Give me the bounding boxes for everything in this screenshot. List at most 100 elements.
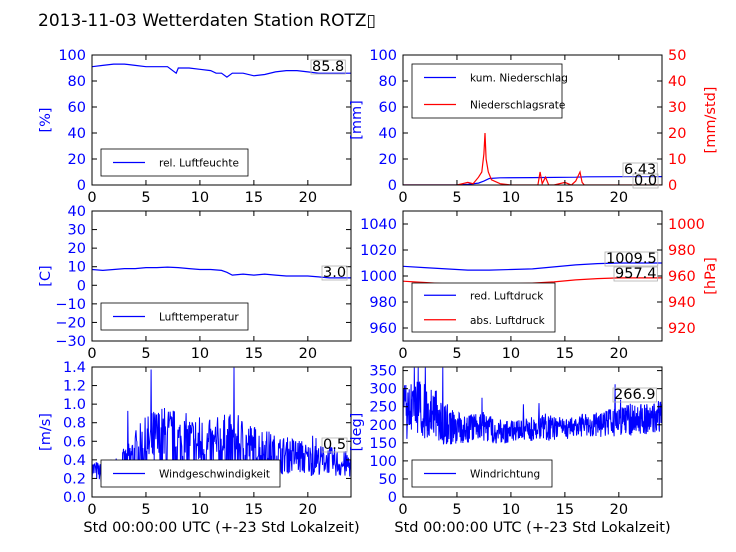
precipitation-legend: kum. Niederschlag Niederschlagsrate xyxy=(411,63,568,119)
precipitation-xtick-label: 15 xyxy=(556,190,574,206)
windspeed-value-annotation: 0.5 xyxy=(323,437,346,453)
temperature-ytick-label: −10 xyxy=(55,297,86,313)
temperature-axes-frame xyxy=(91,210,352,342)
temperature-xtick-label: 20 xyxy=(299,346,317,362)
pressure-ytick-label: 980 xyxy=(369,295,397,311)
winddir-ytick-label: 150 xyxy=(369,436,397,452)
pressure-legend: red. Luftdruck abs. Luftdruck xyxy=(411,282,556,333)
humidity-ytick-label: 0 xyxy=(77,178,86,194)
precipitation-ytick-label: 0 xyxy=(388,178,397,194)
precipitation-ytick-right-label: 30 xyxy=(668,100,686,116)
humidity-ytick-label: 60 xyxy=(68,100,86,116)
humidity-ytick-label: 100 xyxy=(58,48,86,64)
windspeed-plot-area xyxy=(92,367,351,482)
windspeed-axes-frame xyxy=(91,366,352,498)
precipitation-plot-area xyxy=(403,132,662,185)
precipitation-series-1 xyxy=(403,132,662,185)
precipitation-ytick-right-label: 10 xyxy=(668,152,686,168)
temperature-ytick-label: 30 xyxy=(68,223,86,239)
windspeed-ytick-label: 0.8 xyxy=(63,416,86,432)
temperature-ytick-label: 40 xyxy=(68,204,86,220)
winddir-ytick-label: 100 xyxy=(369,454,397,470)
temperature-value-annotation: 3.0 xyxy=(323,265,346,281)
precipitation-xtick-label: 20 xyxy=(610,190,628,206)
precipitation-ytick-label: 60 xyxy=(379,100,397,116)
humidity-ytick-label: 40 xyxy=(68,126,86,142)
pressure-ytick-label: 1000 xyxy=(360,269,397,285)
pressure-ytick-right-label: 920 xyxy=(668,321,696,337)
panel-humidity: 0 5 10 15 20 0 20 40 60 80 100 [%] rel. Luftfeuchte 8… xyxy=(38,48,352,206)
precipitation-legend-label: Niederschlagsrate xyxy=(470,100,565,112)
windspeed-legend-label: Windgeschwindigkeit xyxy=(159,469,270,481)
temperature-legend: Lufttemperatur xyxy=(100,302,249,331)
temperature-xtick-label: 5 xyxy=(141,346,150,362)
temperature-xtick-label: 15 xyxy=(245,346,263,362)
pressure-xtick-label: 20 xyxy=(610,346,628,362)
windspeed-ytick-label: 0.2 xyxy=(63,471,86,487)
winddir-xtick-label: 20 xyxy=(610,502,628,518)
precipitation-value-annotation: 0.0 xyxy=(634,173,657,189)
pressure-ytick-right-label: 1000 xyxy=(668,217,705,233)
winddir-ytick-label: 350 xyxy=(369,364,397,380)
pressure-xtick-label: 15 xyxy=(556,346,574,362)
precipitation-legend-label: kum. Niederschlag xyxy=(470,73,568,85)
windspeed-xlabel: Std 00:00:00 UTC (+-23 Std Lokalzeit) xyxy=(83,520,359,536)
winddir-xtick-label: 15 xyxy=(556,502,574,518)
precipitation-ylabel-right: [mm/std] xyxy=(703,87,719,154)
precipitation-xtick-label: 0 xyxy=(398,190,407,206)
winddir-ytick-label: 0 xyxy=(388,490,397,506)
windspeed-legend: Windgeschwindigkeit xyxy=(100,459,281,488)
precipitation-xtick-label: 5 xyxy=(452,190,461,206)
humidity-axes-frame xyxy=(91,54,352,186)
humidity-ytick-label: 80 xyxy=(68,74,86,90)
winddir-xtick-label: 10 xyxy=(502,502,520,518)
precipitation-ytick-label: 40 xyxy=(379,126,397,142)
pressure-ytick-label: 1040 xyxy=(360,217,397,233)
windspeed-ytick-label: 1.2 xyxy=(63,379,86,395)
windspeed-ytick-label: 0.6 xyxy=(63,434,86,450)
winddir-legend: Windrichtung xyxy=(411,459,553,488)
panel-precipitation: 0 5 10 15 20 0 20 40 60 80 100 0 10 20 30 40 50 [mm] [mm/s… xyxy=(349,48,719,206)
humidity-value-annotation: 85.8 xyxy=(312,59,344,75)
temperature-xtick-label: 10 xyxy=(191,346,209,362)
humidity-ylabel: [%] xyxy=(38,107,54,132)
precipitation-xtick-label: 10 xyxy=(502,190,520,206)
temperature-ytick-label: 0 xyxy=(77,278,86,294)
panel-pressure: 0 5 10 15 20 960 980 1000 1020 1040 920 940 960 980 10… xyxy=(360,210,719,362)
temperature-legend-label: Lufttemperatur xyxy=(159,312,239,324)
winddir-series-0 xyxy=(403,367,662,445)
windspeed-series-0 xyxy=(92,367,351,482)
precipitation-ytick-label: 100 xyxy=(369,48,397,64)
windspeed-xtick-label: 0 xyxy=(87,502,96,518)
windspeed-ytick-label: 0.0 xyxy=(63,490,86,506)
pressure-ytick-right-label: 960 xyxy=(668,269,696,285)
pressure-xtick-label: 10 xyxy=(502,346,520,362)
pressure-ytick-right-label: 980 xyxy=(668,243,696,259)
winddir-xtick-label: 5 xyxy=(452,502,461,518)
pressure-series-0 xyxy=(403,262,662,271)
humidity-legend: rel. Luftfeuchte xyxy=(100,148,249,177)
winddir-xtick-label: 0 xyxy=(398,502,407,518)
precipitation-axes-frame xyxy=(402,54,663,186)
panel-windspeed: 0 5 10 15 20 0.0 0.2 0.4 0.6 0.8 1.0 1.2 1.4 [m/s] Std… xyxy=(38,360,360,536)
pressure-legend-label: red. Luftdruck xyxy=(470,290,544,302)
panel-temperature: 0 5 10 15 20 −30 −20 −10 0 10 20 30 40 [C] Lufttempera… xyxy=(38,204,352,362)
temperature-plot-area xyxy=(92,266,351,279)
pressure-ytick-right-label: 940 xyxy=(668,295,696,311)
windspeed-xtick-label: 20 xyxy=(299,502,317,518)
humidity-plot-area xyxy=(92,63,351,78)
precipitation-ytick-right-label: 0 xyxy=(668,178,677,194)
humidity-xtick-label: 15 xyxy=(245,190,263,206)
precipitation-ylabel: [mm] xyxy=(349,100,365,140)
winddir-ylabel: [deg] xyxy=(349,413,365,452)
pressure-xtick-label: 5 xyxy=(452,346,461,362)
humidity-series-0 xyxy=(92,63,351,78)
winddir-ytick-label: 300 xyxy=(369,382,397,398)
winddir-plot-area xyxy=(403,367,662,445)
pressure-ytick-label: 960 xyxy=(369,321,397,337)
precipitation-ytick-right-label: 50 xyxy=(668,48,686,64)
windspeed-ytick-label: 0.4 xyxy=(63,453,86,469)
windspeed-ylabel: [m/s] xyxy=(38,413,54,451)
pressure-ylabel-right: [hPa] xyxy=(703,257,719,294)
windspeed-xtick-label: 15 xyxy=(245,502,263,518)
